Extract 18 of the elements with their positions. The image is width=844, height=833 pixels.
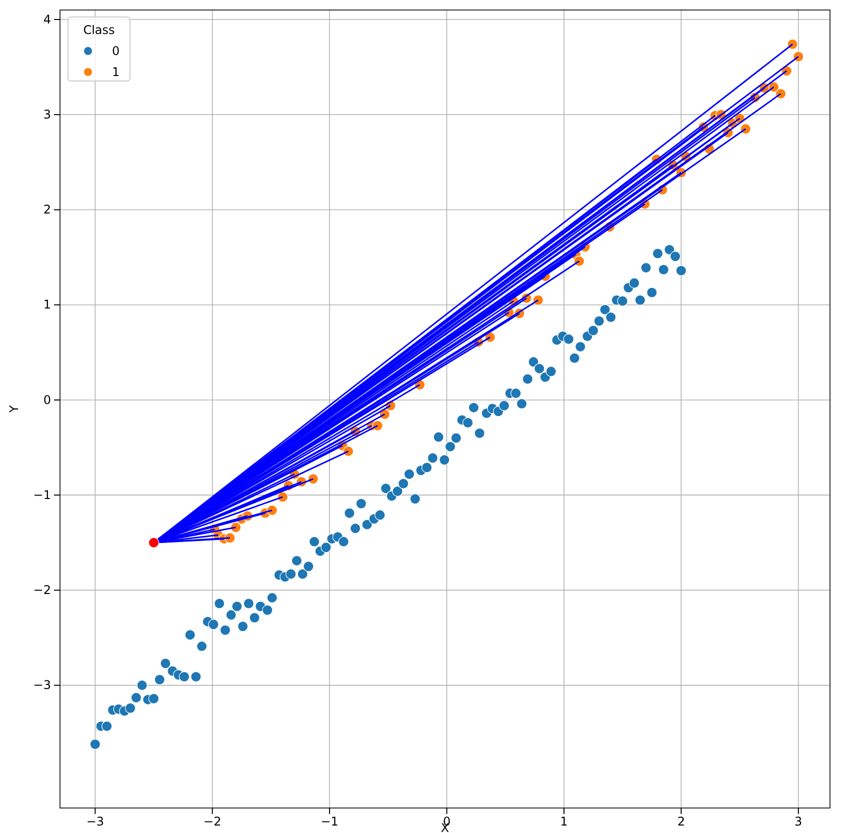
y-tick-label: 4 — [43, 12, 51, 26]
y-tick-label: 3 — [43, 107, 51, 122]
y-tick-label: −1 — [33, 488, 51, 502]
legend-label: 1 — [112, 65, 120, 79]
y-tick-label: 2 — [43, 202, 51, 217]
x-tick-label: −1 — [320, 814, 338, 829]
y-tick-label: −3 — [33, 678, 51, 692]
x-tick-label: 3 — [794, 814, 802, 829]
legend-label: 0 — [112, 44, 120, 58]
y-tick-label: −2 — [33, 583, 51, 598]
x-tick-label: −2 — [204, 814, 222, 829]
x-tick-label: 1 — [560, 814, 568, 829]
x-tick-label: 2 — [677, 814, 685, 829]
y-tick-label: 1 — [43, 298, 51, 312]
y-tick-label: 0 — [43, 392, 51, 407]
legend-title: Class — [83, 23, 115, 37]
x-tick-label: −3 — [86, 814, 104, 829]
y-axis-title: Y — [7, 404, 21, 414]
